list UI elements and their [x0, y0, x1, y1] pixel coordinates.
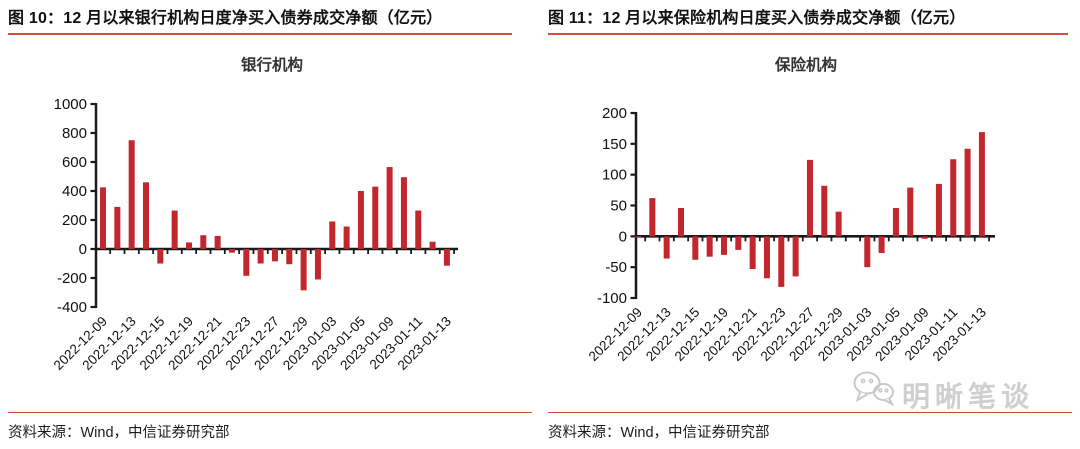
bar-2023-01-03: [329, 221, 336, 249]
bar-2023-01-12: [429, 241, 436, 249]
y-tick-label: 0: [619, 228, 627, 245]
bank-bar-chart: 银行机构10008006004002000-200-4002022-12-092…: [51, 55, 458, 373]
bar-2022-12-16: [706, 236, 713, 257]
bar-2022-12-20: [200, 235, 207, 249]
bar-2022-12-12: [649, 198, 656, 237]
chart-title: 银行机构: [241, 55, 303, 74]
y-tick-label: 400: [62, 183, 87, 200]
bar-2022-12-30: [314, 249, 321, 280]
bar-2023-01-06: [907, 187, 914, 237]
title-underline: [548, 33, 1068, 35]
bar-2022-12-22: [228, 249, 235, 253]
y-tick-label: 1000: [54, 96, 87, 113]
figure-title-text: 图 10：12 月以来银行机构日度净买入债券成交净额（亿元）: [8, 10, 443, 27]
watermark: 明晰笔谈: [852, 369, 1034, 412]
y-tick-label: 0: [79, 241, 87, 258]
figure-panel-insurance: 图 11：12 月以来保险机构日度买入债券成交净额（亿元） 保险机构 200 150…: [540, 0, 1080, 449]
y-tick-label: -200: [57, 270, 87, 287]
bar-2023-01-10: [400, 177, 407, 249]
bar-2022-12-13: [128, 140, 135, 249]
figure-title-text: 图 11：12 月以来保险机构日度买入债券成交净额（亿元）: [548, 10, 966, 27]
bar-2022-12-27: [806, 159, 813, 237]
bar-2022-12-13: [663, 236, 670, 259]
figure-title-bank: 图 10：12 月以来银行机构日度净买入债券成交净额（亿元）: [8, 8, 512, 35]
bar-2023-01-11: [415, 210, 422, 249]
bar-2023-01-04: [343, 226, 350, 249]
bar-2022-12-15: [157, 249, 164, 264]
bar-2023-01-13: [978, 132, 985, 237]
y-tick-label: -400: [57, 299, 87, 316]
y-tick-label: 800: [62, 125, 87, 142]
bar-2023-01-13: [443, 249, 450, 266]
bar-2022-12-27: [271, 249, 278, 262]
figure-title-insurance: 图 11：12 月以来保险机构日度买入债券成交净额（亿元）: [548, 8, 1068, 35]
y-tick-label: 50: [610, 198, 627, 215]
bar-2022-12-14: [677, 207, 684, 237]
bar-2023-01-11: [950, 159, 957, 237]
bar-2022-12-26: [257, 249, 264, 264]
y-tick-label: 150: [602, 136, 627, 153]
wechat-icon: [852, 369, 896, 412]
bar-2023-01-05: [892, 207, 899, 237]
bar-2022-12-22: [763, 236, 770, 279]
bar-2023-01-04: [878, 236, 885, 253]
bar-2022-12-09: [100, 187, 106, 249]
bar-2023-01-05: [357, 191, 364, 249]
source-footer-bank: 资料来源：Wind，中信证券研究部: [8, 412, 532, 449]
bar-2023-01-03: [864, 236, 871, 268]
bar-2022-12-20: [735, 236, 742, 250]
bar-2022-12-15: [692, 236, 699, 260]
bar-2023-01-12: [964, 148, 971, 237]
y-tick-label: -100: [597, 290, 627, 307]
bar-2022-12-21: [214, 235, 221, 249]
bar-2022-12-29: [300, 249, 307, 291]
source-note: 资料来源：Wind，中信证券研究部: [548, 425, 770, 441]
bar-2022-12-23: [243, 249, 250, 276]
watermark-text: 明晰笔谈: [901, 381, 1034, 412]
source-footer-insurance: 资料来源：Wind，中信证券研究部: [548, 412, 1072, 449]
bar-2022-12-28: [821, 185, 828, 237]
bar-2023-01-10: [935, 183, 942, 237]
bar-2022-12-28: [286, 249, 293, 265]
bar-2022-12-21: [749, 236, 756, 270]
y-tick-label: 200: [602, 105, 627, 122]
bar-2023-01-09: [921, 236, 928, 239]
chart-title: 保险机构: [774, 55, 837, 74]
bar-2022-12-14: [142, 182, 149, 249]
y-tick-label: 600: [62, 154, 87, 171]
bar-2022-12-29: [835, 211, 842, 237]
y-tick-label: 100: [602, 167, 627, 184]
bar-2022-12-12: [114, 206, 121, 249]
bar-2023-01-06: [372, 186, 379, 249]
title-underline: [8, 33, 512, 35]
bar-2022-12-19: [720, 236, 727, 255]
bar-2022-12-26: [792, 236, 799, 277]
y-tick-label: 200: [62, 212, 87, 229]
bar-2022-12-23: [778, 236, 785, 287]
bar-2022-12-09: [635, 236, 641, 238]
y-tick-label: -50: [605, 259, 627, 276]
source-note: 资料来源：Wind，中信证券研究部: [8, 425, 230, 441]
bar-2022-12-16: [171, 210, 178, 249]
bar-2022-12-19: [185, 242, 192, 249]
insurance-bar-chart: 保险机构200150100500-50-1002022-12-092022-12…: [586, 55, 995, 364]
bar-2023-01-09: [386, 167, 393, 249]
figure-panel-bank: 图 10：12 月以来银行机构日度净买入债券成交净额（亿元） 银行机构 1000 8…: [8, 8, 532, 449]
